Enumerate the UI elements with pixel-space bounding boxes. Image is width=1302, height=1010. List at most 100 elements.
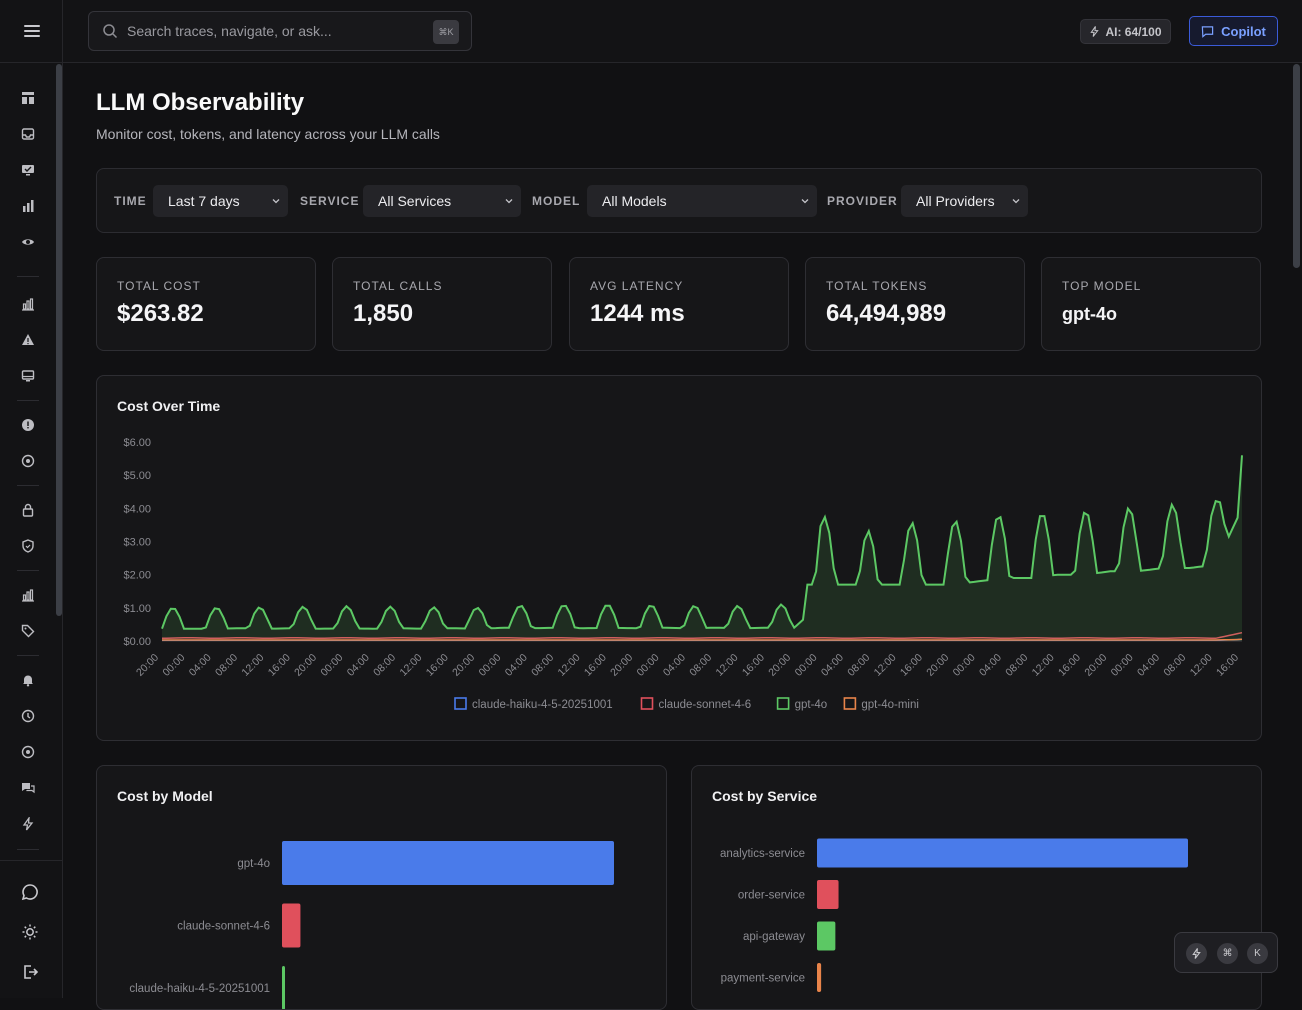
x-tick-label: 16:00	[266, 652, 293, 679]
chat-icon[interactable]	[18, 880, 42, 904]
sidebar-scrollbar[interactable]	[56, 64, 62, 616]
monitor-check-icon[interactable]	[17, 159, 39, 181]
model-select[interactable]: All Models	[587, 185, 817, 217]
x-tick-label: 08:00	[371, 652, 398, 679]
x-tick-label: 04:00	[345, 652, 372, 679]
x-tick-label: 12:00	[1188, 652, 1215, 679]
bell-icon[interactable]	[17, 669, 39, 691]
bar-claude-sonnet-4-6	[282, 903, 301, 948]
stat-value: 64,494,989	[826, 300, 947, 327]
y-tick-label: $2.00	[123, 570, 151, 582]
sidebar-divider	[17, 570, 39, 571]
reports-icon[interactable]	[17, 584, 39, 606]
x-tick-label: 20:00	[608, 652, 635, 679]
stat-value: gpt-4o	[1062, 304, 1117, 324]
page-title: LLM Observability	[96, 89, 305, 116]
desktop-icon[interactable]	[17, 365, 39, 387]
stat-label: TOTAL CALLS	[353, 279, 443, 293]
model-select-value: All Models	[602, 193, 667, 209]
stat-label: TOP MODEL	[1062, 279, 1142, 293]
shield-icon[interactable]	[17, 535, 39, 557]
message-icon	[1201, 25, 1214, 38]
x-tick-label: 00:00	[160, 652, 187, 679]
stat-card-total-calls: TOTAL CALLS 1,850	[332, 257, 552, 351]
bar-analytics-service	[817, 838, 1188, 868]
stat-label: TOTAL COST	[117, 279, 201, 293]
bar-order-service	[817, 880, 839, 909]
x-tick-label: 00:00	[476, 652, 503, 679]
y-tick-label: $0.00	[123, 636, 151, 648]
clock-icon[interactable]	[17, 705, 39, 727]
bar-chart-icon[interactable]	[17, 195, 39, 217]
sidebar-bottom-divider	[0, 860, 63, 861]
lightning-icon[interactable]	[17, 813, 39, 835]
copilot-button[interactable]: Copilot	[1189, 16, 1278, 46]
x-tick-label: 20:00	[766, 652, 793, 679]
x-tick-label: 16:00	[898, 652, 925, 679]
x-tick-label: 20:00	[292, 652, 319, 679]
x-tick-label: 08:00	[529, 652, 556, 679]
bar-api-gateway	[817, 921, 836, 951]
bar-category-label: api-gateway	[743, 931, 805, 943]
legend-swatch	[454, 697, 467, 710]
service-select[interactable]: All Services	[363, 185, 521, 217]
time-filter-label: TIME	[114, 194, 147, 208]
series-line-claude-sonnet-4-6	[161, 631, 1243, 640]
bar-category-label: payment-service	[721, 973, 805, 985]
k-key: K	[1247, 943, 1268, 964]
time-select[interactable]: Last 7 days	[153, 185, 288, 217]
legend-label: gpt-4o-mini	[861, 699, 919, 711]
x-tick-label: 12:00	[556, 652, 583, 679]
shortcut-widget[interactable]: ⌘ K	[1174, 932, 1278, 973]
hamburger-icon	[23, 25, 40, 37]
y-tick-label: $4.00	[123, 503, 151, 515]
lightning-icon	[1090, 26, 1100, 37]
bar-category-label: order-service	[738, 890, 805, 902]
search-input[interactable]: Search traces, navigate, or ask... ⌘K	[88, 11, 472, 51]
x-tick-label: 12:00	[714, 652, 741, 679]
lightning-icon[interactable]	[1186, 943, 1207, 964]
chat-bubbles-icon[interactable]	[17, 777, 39, 799]
sidebar-divider	[17, 400, 39, 401]
lock-icon[interactable]	[17, 499, 39, 521]
eye-icon[interactable]	[17, 231, 39, 253]
ai-usage-badge[interactable]: AI: 64/100	[1080, 19, 1171, 44]
logout-icon[interactable]	[18, 960, 42, 984]
x-tick-label: 12:00	[239, 652, 266, 679]
y-tick-label: $1.00	[123, 603, 151, 615]
provider-select[interactable]: All Providers	[901, 185, 1028, 217]
tag-icon[interactable]	[17, 620, 39, 642]
x-tick-label: 16:00	[1056, 652, 1083, 679]
x-tick-label: 20:00	[924, 652, 951, 679]
series-line-gpt-4o-mini	[162, 638, 1243, 641]
provider-filter-label: PROVIDER	[827, 194, 898, 208]
inbox-icon[interactable]	[17, 123, 39, 145]
bar-category-label: gpt-4o	[237, 858, 270, 870]
sun-icon[interactable]	[18, 920, 42, 944]
dashboard-icon[interactable]	[17, 87, 39, 109]
x-tick-label: 12:00	[397, 652, 424, 679]
menu-button[interactable]	[0, 0, 63, 63]
sidebar-divider	[17, 276, 39, 277]
x-tick-label: 16:00	[740, 652, 767, 679]
bar-category-label: claude-haiku-4-5-20251001	[129, 983, 270, 995]
chevron-down-icon	[1012, 199, 1020, 204]
bar-category-label: claude-sonnet-4-6	[177, 921, 270, 933]
x-tick-label: 08:00	[213, 652, 240, 679]
warning-icon[interactable]	[17, 329, 39, 351]
legend-swatch	[640, 697, 654, 710]
chart-title: Cost by Service	[712, 788, 818, 804]
cost-by-service-panel: Cost by Service analytics-service order-s…	[691, 765, 1262, 1010]
y-tick-label: $3.00	[123, 537, 151, 549]
alert-circle-icon[interactable]	[17, 414, 39, 436]
legend-swatch	[843, 697, 857, 710]
sidebar-divider	[17, 655, 39, 656]
page-subtitle: Monitor cost, tokens, and latency across…	[96, 126, 440, 142]
main-scrollbar[interactable]	[1293, 64, 1300, 268]
command-key: ⌘	[1217, 943, 1238, 964]
target-icon[interactable]	[17, 450, 39, 472]
x-tick-label: 08:00	[1161, 652, 1188, 679]
analytics-icon[interactable]	[17, 293, 39, 315]
legend-swatch	[776, 697, 790, 710]
record-icon[interactable]	[17, 741, 39, 763]
